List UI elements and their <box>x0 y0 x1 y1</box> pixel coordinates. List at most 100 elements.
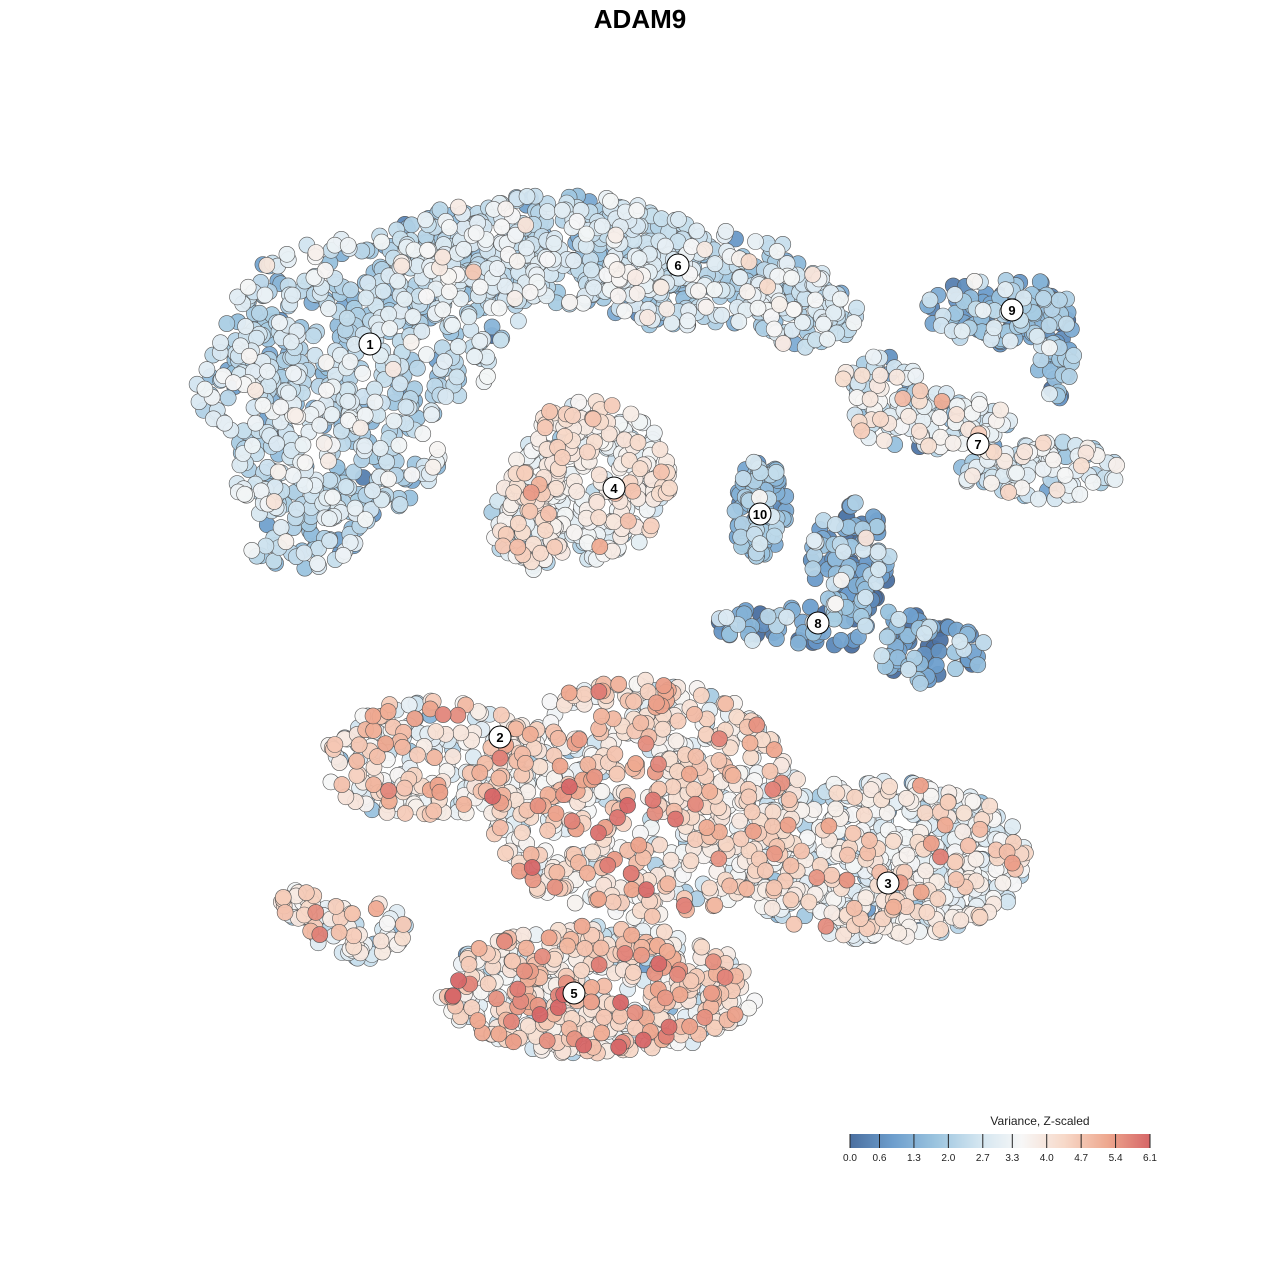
data-point <box>771 296 788 313</box>
data-point <box>638 881 655 899</box>
data-point <box>650 755 667 773</box>
data-point <box>579 443 596 461</box>
data-point <box>296 476 314 494</box>
data-point <box>623 881 641 898</box>
data-point <box>698 819 716 836</box>
data-point <box>590 466 608 484</box>
data-point <box>619 797 636 814</box>
data-point <box>467 224 485 242</box>
data-point <box>731 812 749 830</box>
data-point <box>703 984 720 1002</box>
data-point <box>779 816 797 834</box>
data-point <box>449 706 467 724</box>
data-point <box>251 304 268 322</box>
data-point <box>354 364 371 382</box>
data-point <box>212 334 229 352</box>
data-point <box>323 406 341 423</box>
data-point <box>352 419 369 437</box>
data-point <box>710 752 728 769</box>
data-point <box>616 302 633 320</box>
data-point <box>932 848 949 866</box>
data-point <box>1041 385 1058 403</box>
data-point <box>307 904 325 921</box>
data-point <box>687 748 705 765</box>
data-point <box>423 406 441 424</box>
data-point <box>608 765 626 783</box>
data-point <box>669 966 686 983</box>
data-point <box>576 940 594 957</box>
data-point <box>616 431 633 449</box>
data-point <box>196 380 214 398</box>
data-point <box>643 907 661 925</box>
data-point <box>951 632 969 650</box>
data-point <box>247 382 264 399</box>
data-point <box>872 410 889 428</box>
data-point <box>334 546 352 564</box>
data-point <box>912 883 930 901</box>
data-point <box>504 952 521 970</box>
data-point <box>409 746 426 764</box>
data-point <box>272 519 290 536</box>
data-point <box>429 441 446 458</box>
data-point <box>577 225 595 243</box>
data-point <box>780 791 798 809</box>
data-point <box>305 327 322 345</box>
data-point <box>616 945 634 962</box>
data-point <box>471 278 489 296</box>
data-point <box>996 452 1014 470</box>
data-point <box>561 293 578 311</box>
data-point <box>820 817 838 835</box>
data-point <box>307 244 325 261</box>
data-point <box>804 266 822 283</box>
data-point <box>490 299 508 317</box>
data-point <box>450 972 467 989</box>
data-point <box>764 803 782 821</box>
data-point <box>664 778 682 796</box>
data-point <box>237 318 254 335</box>
cluster-label-4: 4 <box>602 476 626 500</box>
data-point <box>247 414 264 432</box>
data-point <box>559 937 576 955</box>
data-point <box>560 684 578 702</box>
data-point <box>855 806 873 824</box>
data-point <box>726 1006 744 1023</box>
data-point <box>994 874 1012 892</box>
data-point <box>548 863 566 881</box>
data-point <box>885 898 902 916</box>
data-point <box>599 856 617 874</box>
data-point <box>831 290 849 308</box>
data-point <box>622 865 640 882</box>
data-point <box>900 661 917 678</box>
data-point <box>239 278 257 296</box>
data-point <box>341 534 359 551</box>
data-point <box>939 793 957 811</box>
chart-title: ADAM9 <box>593 4 687 34</box>
data-point <box>426 749 443 766</box>
data-point <box>1071 485 1089 503</box>
data-point <box>743 803 761 821</box>
svg-text:6: 6 <box>674 258 681 273</box>
data-point <box>393 257 411 275</box>
data-point <box>268 435 286 453</box>
data-point <box>452 724 470 742</box>
data-point <box>225 374 242 392</box>
data-point <box>460 308 478 326</box>
data-point <box>365 776 382 794</box>
data-point <box>345 927 363 945</box>
data-point <box>608 261 626 278</box>
data-point <box>667 810 684 828</box>
data-point <box>726 502 744 520</box>
data-point <box>881 778 898 795</box>
data-point <box>553 202 571 219</box>
data-point <box>800 893 818 911</box>
data-point <box>266 478 284 496</box>
data-point <box>609 287 627 305</box>
data-point <box>510 312 527 330</box>
data-point <box>479 368 496 385</box>
legend-tick-label: 2.0 <box>941 1153 956 1164</box>
data-point <box>693 938 711 956</box>
data-point <box>378 453 396 471</box>
data-point <box>713 306 730 324</box>
data-point <box>651 441 669 458</box>
